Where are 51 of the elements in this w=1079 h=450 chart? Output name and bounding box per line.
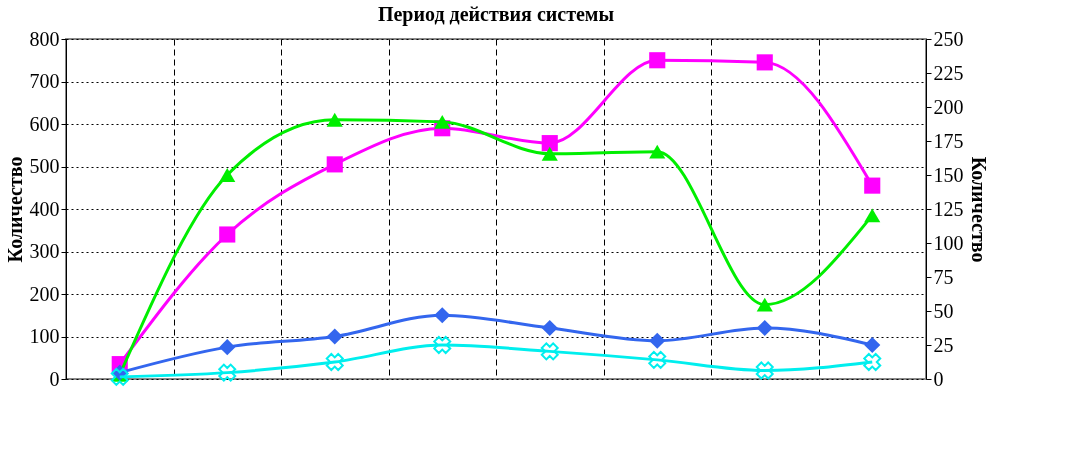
point xyxy=(434,307,451,324)
point xyxy=(433,336,452,354)
point xyxy=(326,156,343,173)
y-tick-label: 600 xyxy=(29,112,60,135)
point xyxy=(649,52,666,69)
point xyxy=(755,361,774,380)
point xyxy=(325,353,344,371)
point xyxy=(219,339,236,356)
point xyxy=(864,208,881,223)
point xyxy=(541,146,558,161)
y2-tick-label: 100 xyxy=(933,231,964,254)
point xyxy=(218,363,237,382)
y-tick-label: 300 xyxy=(29,240,60,262)
y-tick-label: 800 xyxy=(29,27,60,50)
y2-tick-label: 175 xyxy=(933,129,964,152)
point xyxy=(540,342,559,361)
y2-tick-label: 75 xyxy=(933,265,954,288)
y-tick-label: 200 xyxy=(29,282,60,305)
point xyxy=(649,144,666,159)
y-tick-label: 0 xyxy=(49,367,60,390)
point xyxy=(110,367,129,386)
y2-tick-label: 0 xyxy=(933,367,944,390)
point xyxy=(863,353,882,371)
y2-tick-label: 250 xyxy=(933,27,964,50)
point xyxy=(434,114,451,129)
point xyxy=(648,350,667,369)
point xyxy=(756,297,773,312)
y-tick-label: 500 xyxy=(29,155,60,177)
point xyxy=(326,112,343,127)
y-axis-title: Количество xyxy=(3,156,26,263)
point xyxy=(756,319,773,337)
point xyxy=(219,168,236,182)
y-tick-label: 100 xyxy=(29,325,60,347)
y2-tick-label: 25 xyxy=(933,333,954,356)
y2-tick-label: 50 xyxy=(933,299,954,322)
point xyxy=(541,319,558,337)
point xyxy=(219,226,236,243)
y2-tick-label: 200 xyxy=(933,95,964,118)
y2-axis-title: Количество xyxy=(967,156,990,263)
y2-tick-label: 125 xyxy=(933,197,964,220)
chart-title: Период действия системы xyxy=(377,3,615,26)
point xyxy=(541,135,558,152)
y2-tick-label: 225 xyxy=(933,61,964,84)
y-tick-label: 400 xyxy=(29,197,60,220)
y-tick-label: 700 xyxy=(29,70,60,92)
point xyxy=(326,328,343,345)
point xyxy=(649,332,666,349)
point xyxy=(864,336,881,354)
y2-tick-label: 150 xyxy=(933,163,964,186)
point xyxy=(864,177,881,194)
point xyxy=(756,54,773,71)
